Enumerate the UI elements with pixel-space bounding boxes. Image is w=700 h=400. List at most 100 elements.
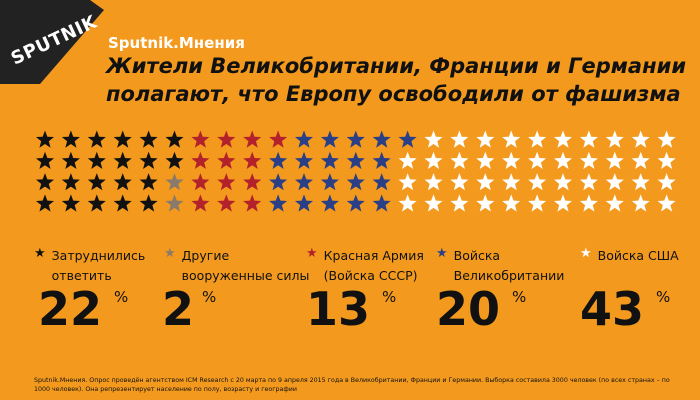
star-mark: [579, 130, 598, 148]
star-mark: [35, 194, 55, 212]
star-mark: [217, 130, 236, 148]
star-mark: [631, 173, 650, 191]
star-mark: [657, 151, 676, 169]
star-mark: [346, 173, 365, 191]
star-mark: [398, 194, 417, 212]
star-mark: [139, 194, 158, 212]
star-mark: [320, 151, 339, 169]
star-mark: [191, 173, 210, 191]
star-mark: [579, 173, 598, 191]
star-mark: [657, 194, 676, 212]
star-mark: [476, 130, 495, 148]
star-mark: [165, 130, 184, 148]
star-mark: [61, 194, 80, 212]
legend-item: ★ Затруднились ответить: [34, 246, 145, 286]
legend-star-icon: ★: [436, 246, 448, 261]
legend-label: Войска Великобритании: [453, 248, 565, 283]
star-mark: [269, 173, 288, 191]
percent-sign: %: [656, 288, 671, 306]
star-mark: [217, 173, 236, 191]
star-mark: [346, 151, 365, 169]
star-mark: [269, 130, 288, 148]
star-mark: [217, 151, 236, 169]
star-mark: [113, 194, 132, 212]
star-mark: [269, 151, 288, 169]
legend-star-icon: ★: [580, 246, 592, 261]
star-mark: [320, 173, 339, 191]
star-mark: [579, 194, 598, 212]
legend-label: Другие вооруженные силы: [181, 248, 310, 283]
legend-star-icon: ★: [164, 246, 176, 261]
star-mark: [450, 151, 469, 169]
star-mark: [346, 130, 365, 148]
star-mark: [398, 173, 417, 191]
star-mark: [631, 151, 650, 169]
star-mark: [243, 173, 262, 191]
star-mark: [528, 151, 547, 169]
star-mark: [165, 173, 184, 191]
star-mark: [320, 194, 339, 212]
star-mark: [243, 130, 262, 148]
star-mark: [191, 194, 210, 212]
star-mark: [424, 130, 443, 148]
legend-label: Затруднились ответить: [51, 248, 146, 283]
percent-sign: %: [512, 288, 527, 306]
legend-star-icon: ★: [306, 246, 318, 261]
star-mark: [502, 130, 521, 148]
star-mark: [113, 151, 132, 169]
star-mark: [372, 130, 391, 148]
star-mark: [243, 194, 262, 212]
star-mark: [605, 173, 624, 191]
star-mark: [553, 173, 573, 191]
percent-sign: %: [114, 288, 129, 306]
star-mark: [139, 130, 158, 148]
star-mark: [294, 130, 314, 148]
star-mark: [372, 151, 391, 169]
star-mark: [605, 130, 624, 148]
star-mark: [191, 151, 210, 169]
star-mark: [372, 194, 391, 212]
star-mark: [35, 151, 55, 169]
star-mark: [502, 151, 521, 169]
percent-sign: %: [202, 288, 217, 306]
star-mark: [139, 151, 158, 169]
star-mark: [217, 194, 236, 212]
legend-item: ★ Красная Армия (Войска СССР): [306, 246, 424, 286]
footer-note: Sputnik.Мнения. Опрос проведён агентство…: [34, 377, 670, 393]
star-mark: [476, 194, 495, 212]
star-mark: [631, 194, 650, 212]
star-mark: [294, 194, 314, 212]
star-mark: [502, 173, 521, 191]
star-mark: [450, 130, 469, 148]
star-mark: [553, 194, 573, 212]
star-mark: [61, 173, 80, 191]
legend-star-icon: ★: [34, 246, 46, 261]
star-mark: [294, 173, 314, 191]
legend-label: Красная Армия (Войска СССР): [323, 248, 424, 283]
star-mark: [191, 130, 210, 148]
star-mark: [450, 173, 469, 191]
star-mark: [294, 151, 314, 169]
star-mark: [502, 194, 521, 212]
star-mark: [113, 130, 132, 148]
star-mark: [165, 194, 184, 212]
sputnik-logo: SPUTNIK: [0, 0, 104, 84]
legend-item: ★ Войска США: [580, 246, 679, 266]
percent-value: 13: [306, 282, 371, 336]
star-mark: [87, 194, 106, 212]
percent-value: 2: [162, 282, 195, 336]
logo-badge-shape: [0, 0, 104, 84]
star-mark: [87, 130, 106, 148]
star-mark: [320, 130, 339, 148]
star-mark: [631, 130, 650, 148]
star-mark: [35, 173, 55, 191]
star-mark: [243, 151, 262, 169]
star-mark: [35, 130, 55, 148]
legend-item: ★ Войска Великобритании: [436, 246, 564, 286]
star-mark: [165, 151, 184, 169]
legend-label: Войска США: [597, 248, 679, 263]
star-mark: [139, 173, 158, 191]
star-mark: [398, 151, 417, 169]
star-mark: [372, 173, 391, 191]
star-mark: [398, 130, 417, 148]
